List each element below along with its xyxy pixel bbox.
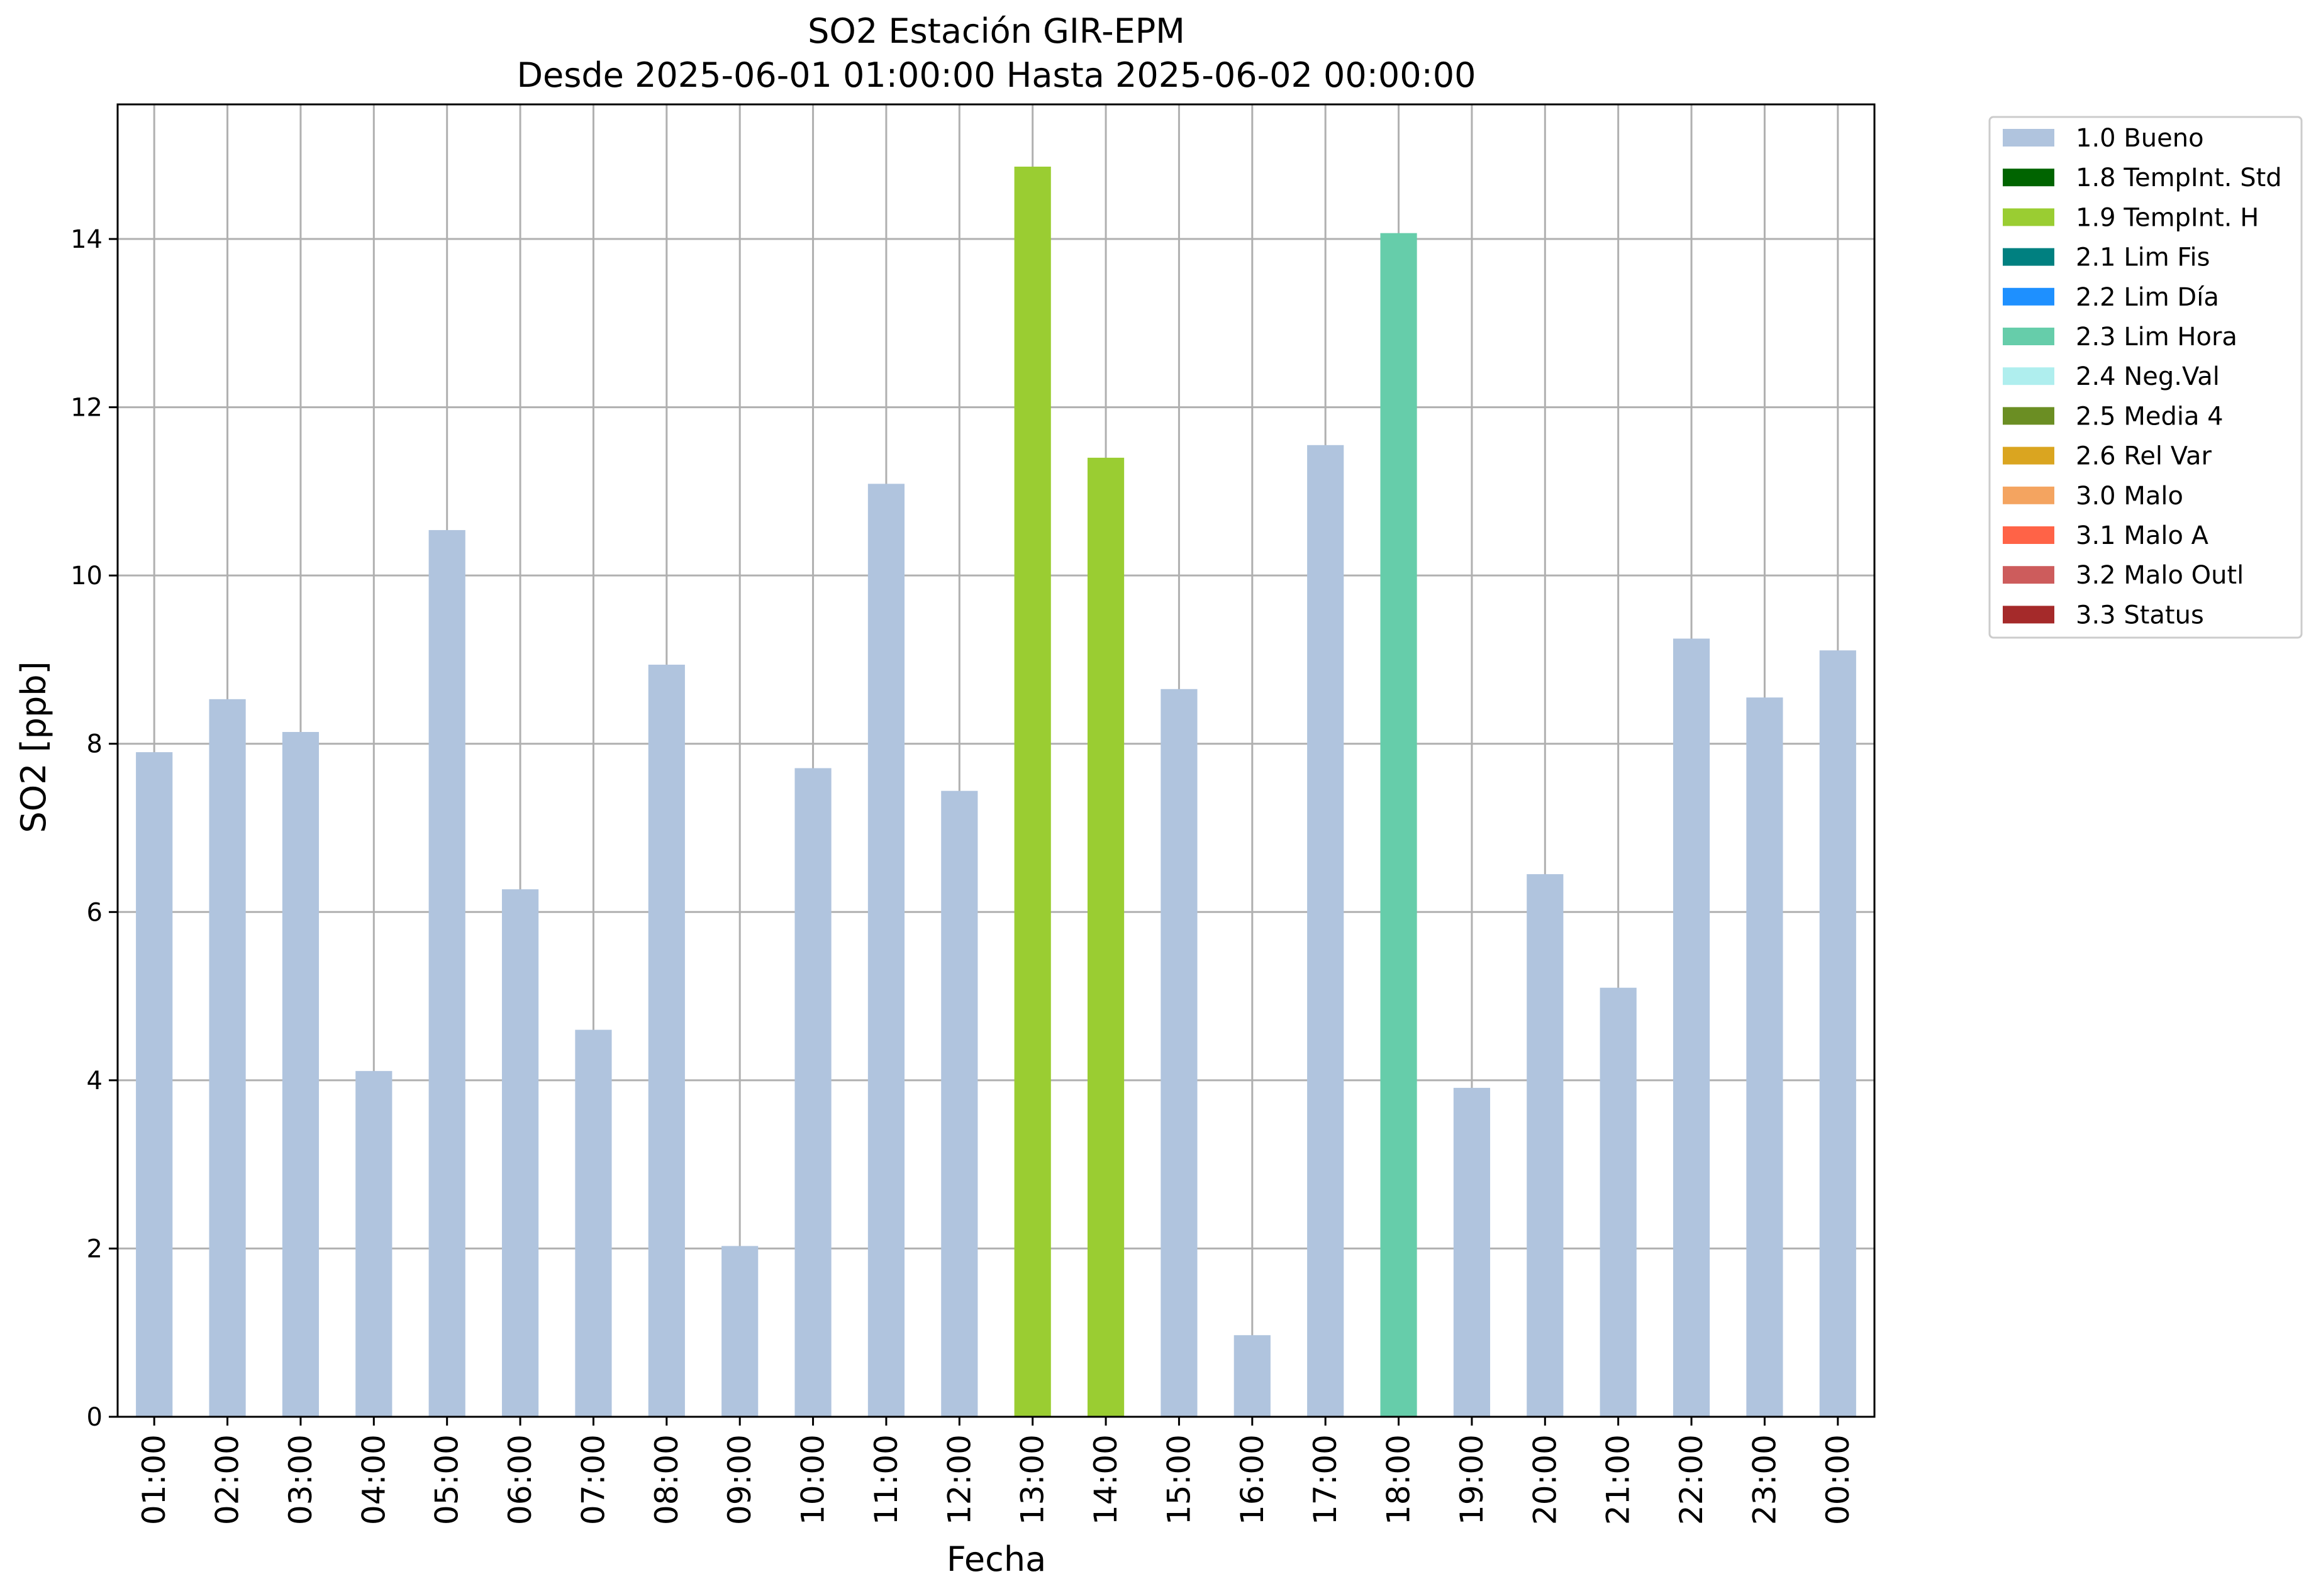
x-tick-label: 08:00 bbox=[649, 1434, 685, 1525]
x-tick-label: 05:00 bbox=[429, 1434, 465, 1525]
legend: 1.0 Bueno 1.8 TempInt. Std 1.9 TempInt. H 2… bbox=[1988, 116, 2303, 639]
bar bbox=[1233, 1335, 1271, 1417]
x-tick-label: 15:00 bbox=[1161, 1434, 1197, 1525]
x-tick-label: 10:00 bbox=[795, 1434, 832, 1525]
bar bbox=[1673, 638, 1710, 1417]
bar bbox=[1746, 697, 1783, 1417]
x-tick-label: 16:00 bbox=[1234, 1434, 1271, 1525]
legend-swatch bbox=[2003, 407, 2054, 425]
legend-label: 2.6 Rel Var bbox=[2076, 442, 2212, 471]
legend-swatch bbox=[2003, 446, 2054, 465]
legend-items: 1.0 Bueno 1.8 TempInt. Std 1.9 TempInt. H 2… bbox=[2003, 124, 2282, 629]
bar bbox=[1161, 689, 1198, 1417]
x-tick-label: 06:00 bbox=[502, 1434, 538, 1525]
bar bbox=[1087, 457, 1125, 1417]
bar bbox=[209, 699, 246, 1417]
chart-subtitle: Desde 2025-06-01 01:00:00 Hasta 2025-06-… bbox=[516, 55, 1476, 95]
x-tick-label: 17:00 bbox=[1307, 1434, 1344, 1525]
y-axis-label: SO2 [ppb] bbox=[14, 661, 53, 833]
legend-swatch bbox=[2003, 486, 2054, 504]
x-tick-label: 18:00 bbox=[1381, 1434, 1417, 1525]
x-tick-label: 00:00 bbox=[1820, 1434, 1856, 1525]
legend-swatch bbox=[2003, 328, 2054, 345]
bar bbox=[575, 1029, 612, 1417]
bar bbox=[1527, 874, 1564, 1417]
x-tick-label: 01:00 bbox=[136, 1434, 172, 1525]
legend-label: 1.0 Bueno bbox=[2076, 124, 2204, 153]
bar bbox=[941, 790, 978, 1417]
bar bbox=[136, 752, 173, 1417]
y-tick-label: 10 bbox=[70, 562, 103, 590]
legend-swatch bbox=[2003, 287, 2054, 306]
y-tick-label: 4 bbox=[87, 1067, 103, 1095]
y-axis-ticks: 0 2 4 6 8 10 12 14 bbox=[70, 225, 118, 1432]
legend-label: 3.1 Malo A bbox=[2076, 521, 2209, 550]
legend-label: 1.8 TempInt. Std bbox=[2076, 163, 2282, 192]
x-tick-label: 04:00 bbox=[355, 1434, 392, 1525]
legend-swatch bbox=[2003, 526, 2054, 544]
y-tick-label: 12 bbox=[70, 394, 103, 423]
bar bbox=[1819, 650, 1856, 1417]
legend-swatch bbox=[2003, 208, 2054, 226]
bar bbox=[1380, 233, 1417, 1417]
y-tick-label: 8 bbox=[87, 730, 103, 759]
bar bbox=[428, 529, 465, 1417]
bar bbox=[794, 768, 832, 1417]
bar bbox=[1307, 445, 1344, 1417]
x-tick-label: 13:00 bbox=[1015, 1434, 1051, 1525]
x-tick-label: 19:00 bbox=[1454, 1434, 1490, 1525]
x-tick-label: 07:00 bbox=[575, 1434, 611, 1525]
x-tick-label: 02:00 bbox=[209, 1434, 246, 1525]
legend-swatch bbox=[2003, 606, 2054, 624]
bar bbox=[501, 889, 539, 1417]
legend-swatch bbox=[2003, 169, 2054, 187]
x-tick-label: 12:00 bbox=[941, 1434, 977, 1525]
legend-label: 2.4 Neg.Val bbox=[2076, 362, 2220, 391]
plot-frame bbox=[116, 103, 1876, 1418]
x-tick-label: 22:00 bbox=[1673, 1434, 1710, 1525]
legend-label: 3.2 Malo Outl bbox=[2076, 561, 2244, 590]
x-tick-label: 11:00 bbox=[868, 1434, 905, 1525]
x-axis-label: Fecha bbox=[947, 1539, 1046, 1579]
x-tick-label: 14:00 bbox=[1088, 1434, 1124, 1525]
x-tick-label: 21:00 bbox=[1600, 1434, 1637, 1525]
x-tick-label: 20:00 bbox=[1527, 1434, 1563, 1525]
y-tick-label: 0 bbox=[87, 1403, 103, 1432]
bar bbox=[648, 664, 685, 1417]
legend-swatch bbox=[2003, 129, 2054, 147]
legend-label: 3.3 Status bbox=[2076, 601, 2204, 629]
legend-label: 2.2 Lim Día bbox=[2076, 283, 2219, 312]
bar bbox=[282, 732, 320, 1417]
legend-swatch bbox=[2003, 248, 2054, 266]
legend-frame bbox=[1988, 116, 2303, 639]
legend-label: 2.5 Media 4 bbox=[2076, 402, 2224, 431]
legend-label: 2.3 Lim Hora bbox=[2076, 323, 2237, 352]
x-tick-label: 03:00 bbox=[282, 1434, 319, 1525]
bar bbox=[355, 1071, 392, 1417]
bars bbox=[136, 166, 1856, 1417]
legend-label: 3.0 Malo bbox=[2076, 482, 2183, 511]
x-tick-label: 23:00 bbox=[1746, 1434, 1783, 1525]
legend-label: 2.1 Lim Fis bbox=[2076, 243, 2210, 272]
legend-label: 1.9 TempInt. H bbox=[2076, 203, 2259, 232]
y-tick-label: 6 bbox=[87, 898, 103, 927]
y-tick-label: 2 bbox=[87, 1234, 103, 1263]
bar bbox=[867, 484, 905, 1417]
bar bbox=[721, 1246, 759, 1417]
bar bbox=[1014, 166, 1051, 1417]
bar bbox=[1453, 1087, 1491, 1417]
legend-swatch bbox=[2003, 367, 2054, 385]
x-axis-ticks: 01:00 02:00 03:00 04:00 05:00 06:00 07:00 08:00… bbox=[136, 1417, 1856, 1525]
y-tick-label: 14 bbox=[70, 225, 103, 254]
x-tick-label: 09:00 bbox=[721, 1434, 758, 1525]
legend-swatch bbox=[2003, 566, 2054, 584]
chart-title: SO2 Estación GIR-EPM bbox=[808, 11, 1185, 51]
bar bbox=[1600, 987, 1637, 1417]
